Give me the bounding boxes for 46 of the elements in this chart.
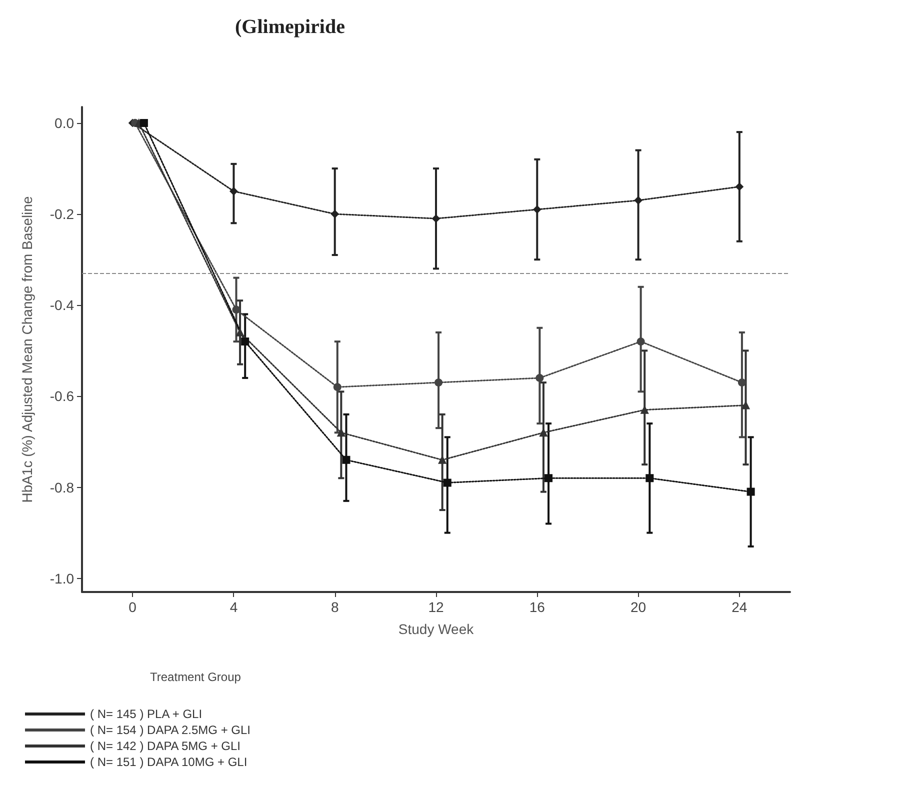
point bbox=[330, 210, 339, 218]
point bbox=[742, 401, 750, 410]
point bbox=[539, 428, 548, 437]
legend-label: ( N= 151 ) DAPA 10MG + GLI bbox=[90, 755, 248, 769]
x-tick-label: 20 bbox=[630, 599, 646, 615]
legend-label: ( N= 154 ) DAPA 2.5MG + GLI bbox=[90, 723, 251, 737]
x-tick-label: 24 bbox=[732, 599, 748, 615]
x-tick-label: 4 bbox=[230, 599, 238, 615]
y-tick-label: 0.0 bbox=[54, 114, 74, 131]
point bbox=[337, 428, 346, 437]
legend-label: ( N= 145 ) PLA + GLI bbox=[90, 707, 202, 721]
x-tick-label: 16 bbox=[529, 599, 546, 615]
point bbox=[434, 378, 443, 387]
legend-title: Treatment Group bbox=[150, 670, 242, 684]
point bbox=[640, 406, 649, 414]
y-tick-label: -0.8 bbox=[50, 479, 74, 496]
x-tick-label: 12 bbox=[428, 599, 444, 615]
point bbox=[536, 374, 544, 382]
point bbox=[735, 182, 744, 191]
y-tick-label: -0.2 bbox=[50, 206, 74, 222]
y-tick-label: -0.6 bbox=[50, 388, 74, 404]
point bbox=[232, 306, 240, 314]
point bbox=[140, 118, 148, 127]
y-tick-label: -0.4 bbox=[50, 297, 74, 314]
point bbox=[236, 328, 244, 336]
point bbox=[333, 383, 342, 392]
point bbox=[636, 338, 645, 346]
point bbox=[738, 378, 746, 387]
x-axis-title: Study Week bbox=[398, 621, 475, 637]
point bbox=[533, 205, 542, 214]
point bbox=[230, 187, 238, 196]
point bbox=[746, 488, 755, 496]
y-axis-title: HbA1c (%) Adjusted Mean Change from Baseline bbox=[19, 196, 35, 503]
point bbox=[443, 478, 452, 487]
point bbox=[241, 338, 250, 346]
point bbox=[432, 214, 440, 223]
x-tick-label: 8 bbox=[330, 599, 339, 615]
point bbox=[544, 474, 553, 482]
x-tick-label: 0 bbox=[128, 599, 137, 615]
point bbox=[634, 196, 642, 204]
point bbox=[646, 474, 654, 482]
point bbox=[342, 456, 350, 464]
legend-label: ( N= 142 ) DAPA 5MG + GLI bbox=[90, 739, 241, 753]
y-tick-label: -1.0 bbox=[50, 570, 74, 586]
chart-title: (Glimepiride bbox=[235, 16, 346, 38]
point bbox=[438, 456, 446, 464]
